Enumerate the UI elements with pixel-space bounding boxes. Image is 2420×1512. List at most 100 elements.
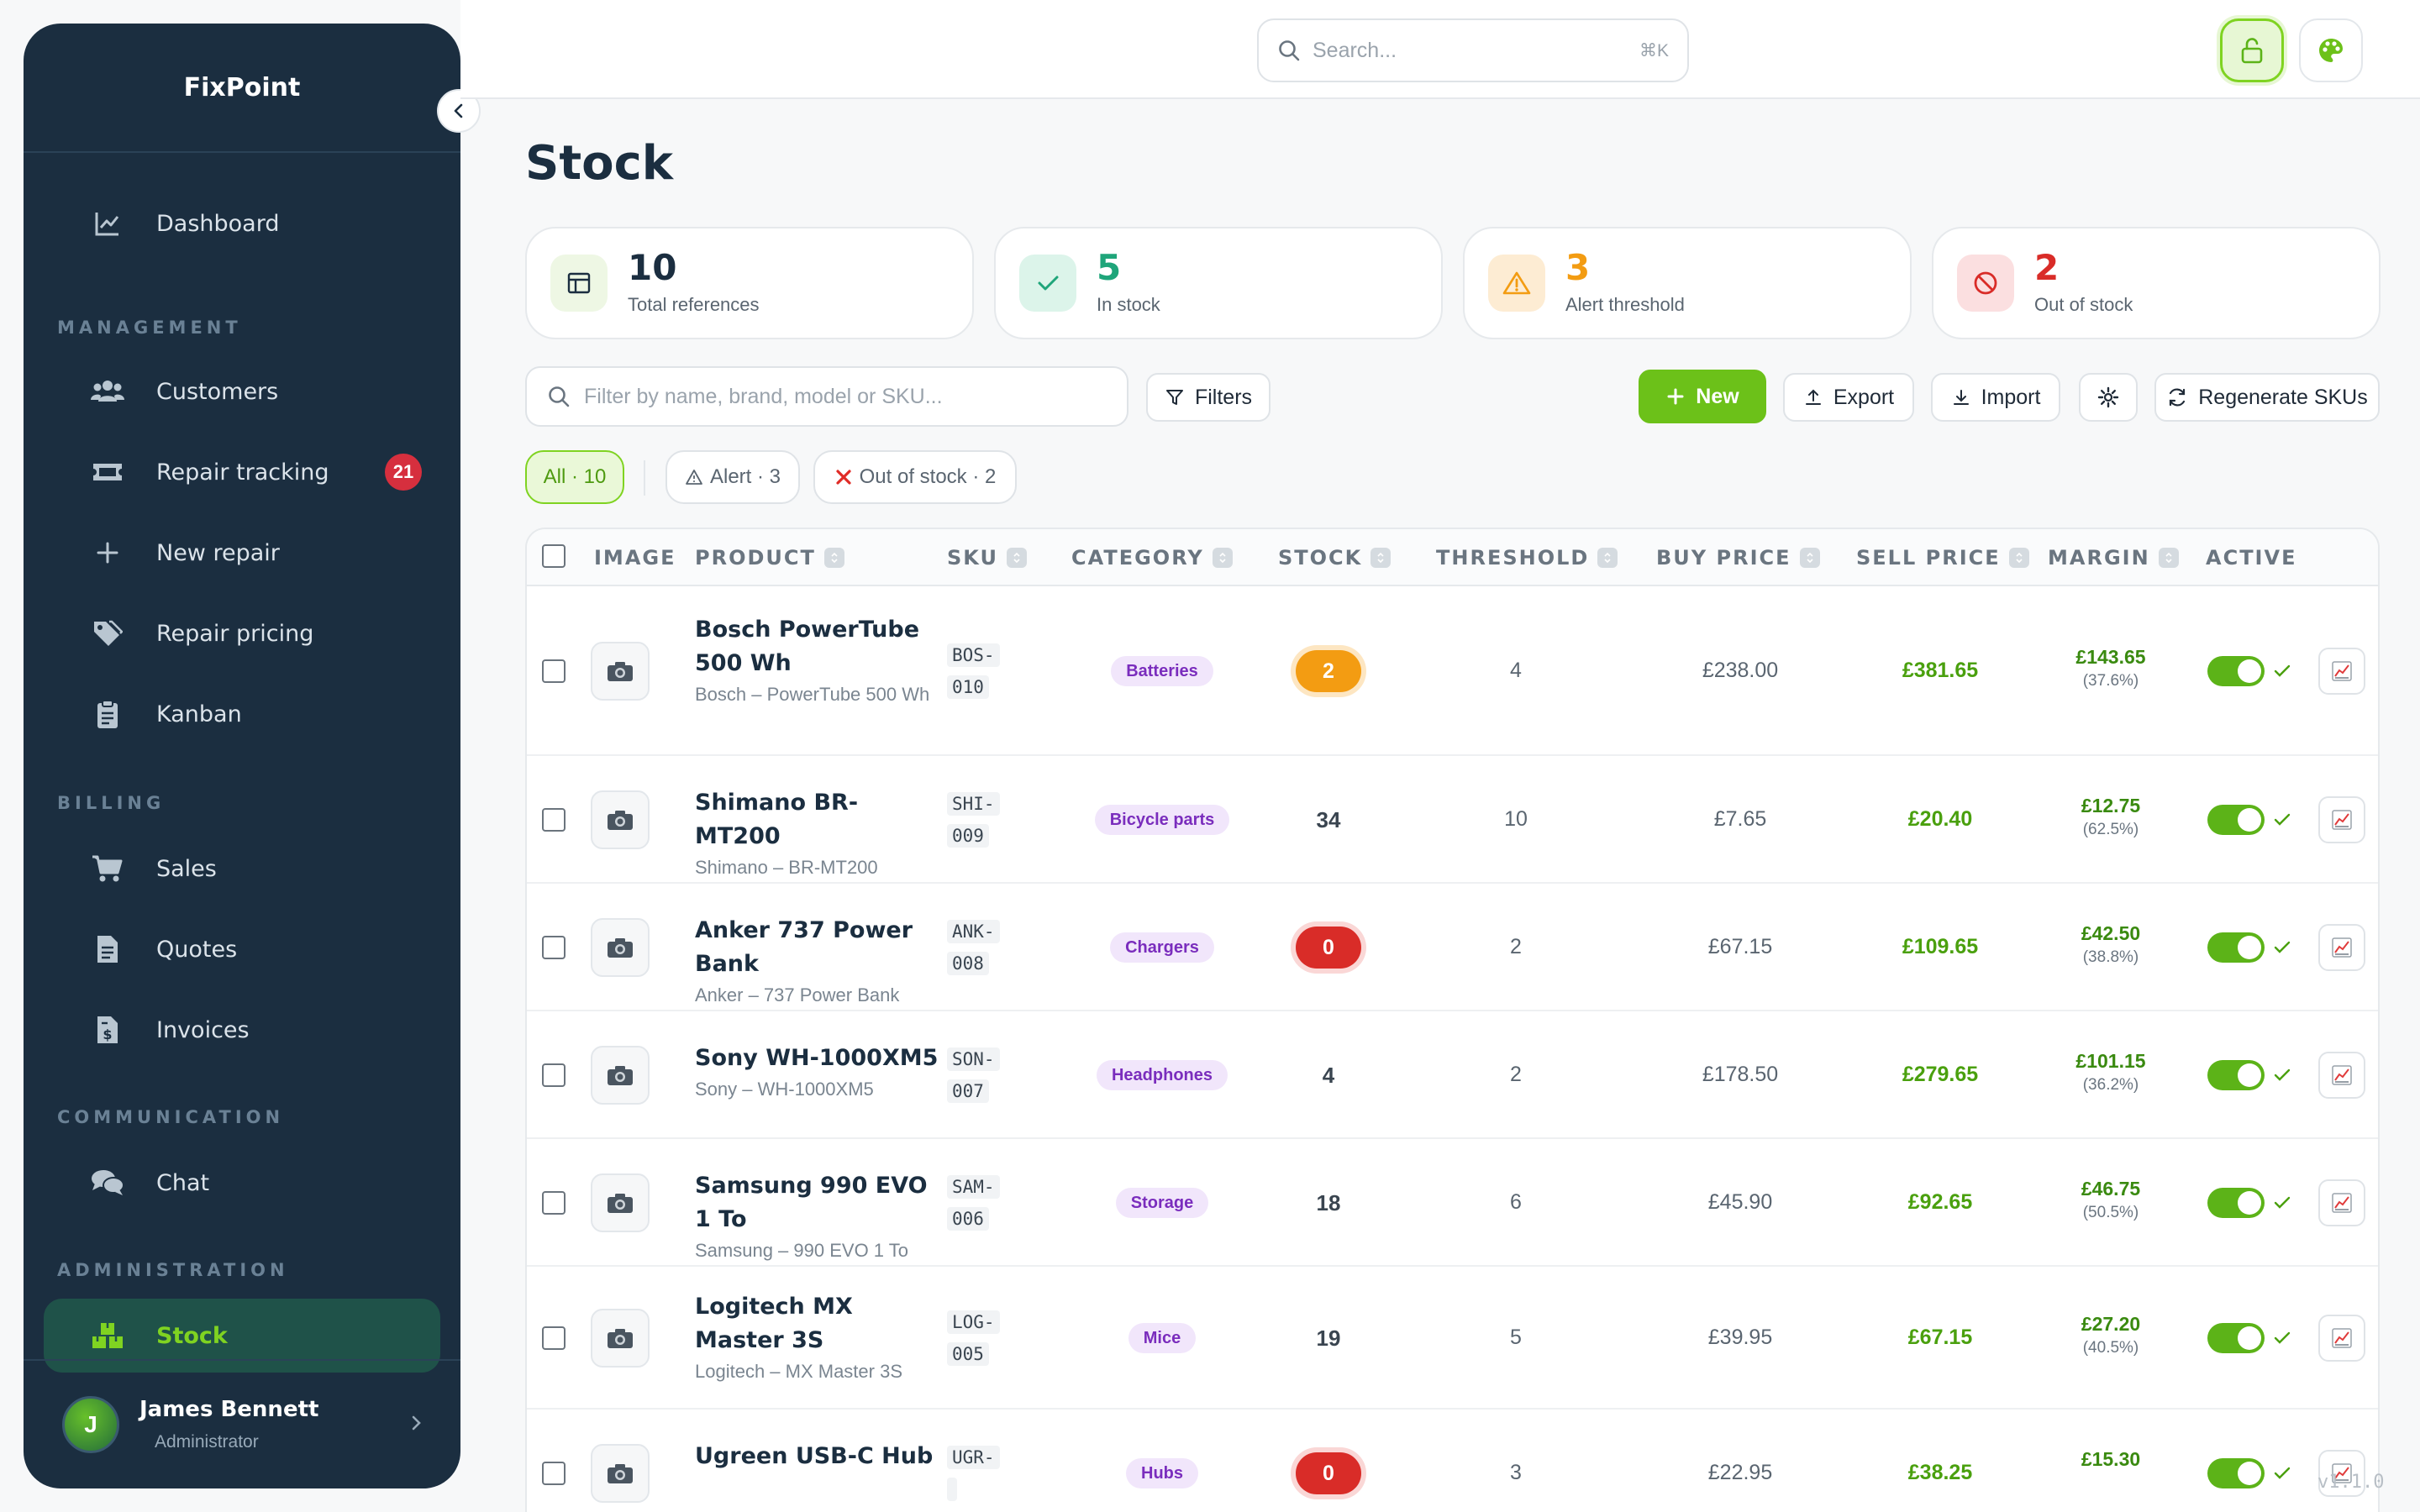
sidebar-item-repair-pricing[interactable]: Repair pricing <box>44 596 440 670</box>
table-row[interactable]: Ugreen USB-C Hub UGR- Hubs 0 3 £22.95 £38.25 £1… <box>527 1410 2378 1512</box>
col-label: SKU <box>947 546 998 570</box>
col-stock[interactable]: STOCK <box>1278 546 1392 570</box>
margin-cell: £101.15 (36.2%) <box>2048 1050 2174 1095</box>
table-row[interactable]: Sony WH-1000XM5 Sony – WH-1000XM5 SON- 007 H… <box>527 1011 2378 1139</box>
history-button[interactable] <box>2318 1052 2365 1099</box>
sidebar-item-sales[interactable]: Sales <box>44 832 440 906</box>
active-toggle[interactable] <box>2207 656 2265 686</box>
new-button[interactable]: New <box>1639 370 1766 423</box>
export-button[interactable]: Export <box>1783 373 1914 422</box>
product-cell[interactable]: Shimano BR-MT200 Shimano – BR-MT200 <box>695 786 939 882</box>
section-communication: COMMUNICATION <box>57 1107 285 1127</box>
margin-cell: £12.75 (62.5%) <box>2048 795 2174 839</box>
table-row[interactable]: Shimano BR-MT200 Shimano – BR-MT200 SHI- 00… <box>527 756 2378 884</box>
row-checkbox[interactable] <box>542 659 566 683</box>
table-row[interactable]: Samsung 990 EVO 1 To Samsung – 990 EVO 1 … <box>527 1139 2378 1267</box>
col-buy-price[interactable]: BUY PRICE <box>1656 546 1820 570</box>
history-button[interactable] <box>2318 1450 2365 1497</box>
active-toggle[interactable] <box>2207 1060 2265 1090</box>
sidebar-item-quotes[interactable]: Quotes <box>44 912 440 986</box>
table-row[interactable]: Anker 737 Power Bank Anker – 737 Power Ba… <box>527 884 2378 1011</box>
active-cell <box>2207 805 2291 835</box>
sidebar-item-customers[interactable]: Customers <box>44 354 440 428</box>
stat-total-references: 10 Total references <box>525 227 974 339</box>
active-toggle[interactable] <box>2207 932 2265 963</box>
row-checkbox[interactable] <box>542 1063 566 1087</box>
product-cell[interactable]: Bosch PowerTube 500 Wh Bosch – PowerTube … <box>695 613 939 709</box>
product-cell[interactable]: Sony WH-1000XM5 Sony – WH-1000XM5 <box>695 1042 939 1104</box>
active-toggle[interactable] <box>2207 1188 2265 1218</box>
col-category[interactable]: CATEGORY <box>1071 546 1233 570</box>
row-checkbox[interactable] <box>542 808 566 832</box>
sidebar-item-invoices[interactable]: $ Invoices <box>44 993 440 1067</box>
sidebar-item-label: Quotes <box>156 936 238 963</box>
product-cell[interactable]: Ugreen USB-C Hub <box>695 1440 939 1473</box>
chip-all[interactable]: All · 10 <box>525 450 624 504</box>
import-button[interactable]: Import <box>1931 373 2060 422</box>
topbar: ⌘K <box>460 0 2420 99</box>
sort-icon <box>1597 548 1618 568</box>
table-row[interactable]: Bosch PowerTube 500 Wh Bosch – PowerTube … <box>527 586 2378 756</box>
product-cell[interactable]: Logitech MX Master 3S Logitech – MX Maste… <box>695 1290 939 1386</box>
margin-percent: (50.5%) <box>2082 1204 2139 1221</box>
sidebar-item-label: New repair <box>156 539 280 566</box>
col-label: THRESHOLD <box>1436 546 1590 570</box>
invoice-dollar-icon: $ <box>87 1015 128 1045</box>
active-toggle[interactable] <box>2207 1323 2265 1353</box>
active-toggle[interactable] <box>2207 1458 2265 1488</box>
lock-button[interactable] <box>2220 18 2284 82</box>
product-cell[interactable]: Anker 737 Power Bank Anker – 737 Power Ba… <box>695 914 939 1010</box>
col-margin[interactable]: MARGIN <box>2048 546 2179 570</box>
palette-icon <box>2319 39 2343 62</box>
settings-button[interactable] <box>2079 373 2138 422</box>
col-sell-price[interactable]: SELL PRICE <box>1856 546 2029 570</box>
regenerate-skus-button[interactable]: Regenerate SKUs <box>2154 373 2380 422</box>
stock-badge: 0 <box>1296 927 1361 969</box>
chip-alert[interactable]: Alert · 3 <box>666 450 800 504</box>
col-product[interactable]: PRODUCT <box>695 546 844 570</box>
category-badge: Batteries <box>1111 656 1213 686</box>
col-label: IMAGE <box>594 546 676 570</box>
sku-part: UGR- <box>947 1446 1000 1469</box>
user-profile[interactable]: J James Bennett Administrator <box>24 1359 460 1488</box>
chevron-left-icon <box>454 103 463 118</box>
row-checkbox[interactable] <box>542 1462 566 1485</box>
select-all-checkbox[interactable] <box>542 544 566 568</box>
warning-icon <box>686 470 702 485</box>
chip-out-of-stock[interactable]: Out of stock · 2 <box>813 450 1017 504</box>
stock-badge: 2 <box>1296 650 1361 692</box>
camera-icon <box>608 1066 633 1085</box>
row-checkbox[interactable] <box>542 936 566 959</box>
stock-badge: 0 <box>1296 1452 1361 1494</box>
search-input[interactable] <box>1313 38 1590 63</box>
theme-button[interactable] <box>2299 18 2363 82</box>
row-checkbox[interactable] <box>542 1191 566 1215</box>
history-button[interactable] <box>2318 648 2365 695</box>
row-checkbox[interactable] <box>542 1326 566 1350</box>
product-filter[interactable] <box>525 366 1128 427</box>
history-button[interactable] <box>2318 1315 2365 1362</box>
sidebar-item-chat[interactable]: Chat <box>44 1146 440 1220</box>
filters-button[interactable]: Filters <box>1146 373 1270 422</box>
product-image <box>591 1046 650 1105</box>
history-button[interactable] <box>2318 1179 2365 1226</box>
global-search[interactable]: ⌘K <box>1257 18 1689 82</box>
filter-input[interactable] <box>584 384 1122 409</box>
sort-icon <box>1799 548 1820 568</box>
sidebar-item-dashboard[interactable]: Dashboard <box>44 186 440 260</box>
sort-icon <box>823 548 844 568</box>
sidebar-item-kanban[interactable]: Kanban <box>44 677 440 751</box>
product-cell[interactable]: Samsung 990 EVO 1 To Samsung – 990 EVO 1 … <box>695 1169 939 1265</box>
section-billing: BILLING <box>57 793 166 813</box>
stat-in-stock: 5 In stock <box>994 227 1443 339</box>
col-sku[interactable]: SKU <box>947 546 1027 570</box>
history-button[interactable] <box>2318 924 2365 971</box>
stock-cell: 0 <box>1278 1452 1379 1494</box>
history-button[interactable] <box>2318 796 2365 843</box>
active-toggle[interactable] <box>2207 805 2265 835</box>
sidebar-item-repair-tracking[interactable]: Repair tracking 21 <box>44 435 440 509</box>
sidebar-item-new-repair[interactable]: New repair <box>44 516 440 590</box>
stat-value: 10 <box>628 247 677 288</box>
col-threshold[interactable]: THRESHOLD <box>1436 546 1618 570</box>
table-row[interactable]: Logitech MX Master 3S Logitech – MX Maste… <box>527 1267 2378 1410</box>
